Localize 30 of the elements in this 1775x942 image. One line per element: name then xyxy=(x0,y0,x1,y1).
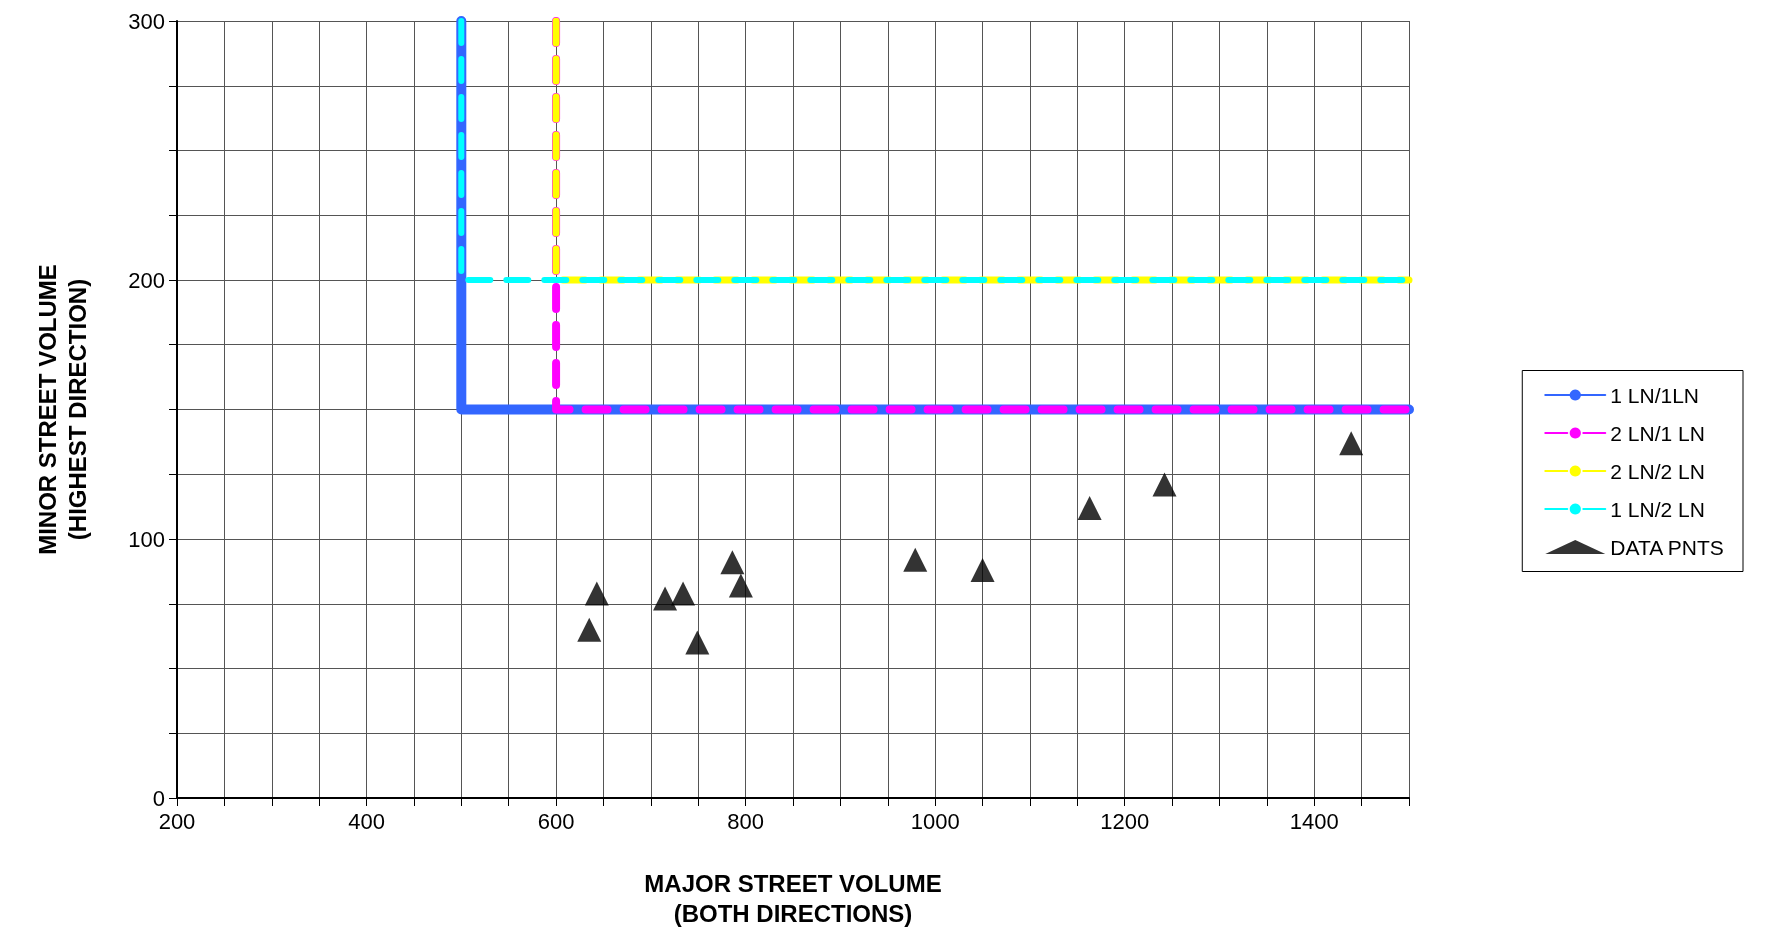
point xyxy=(685,630,710,655)
x-tick-label: 600 xyxy=(537,808,575,834)
point xyxy=(653,586,678,611)
x-tick-label: 800 xyxy=(727,808,764,834)
legend-label: 2 LN/1 LN xyxy=(1610,421,1705,445)
x-tick-label: 1200 xyxy=(1100,808,1150,834)
point xyxy=(903,547,928,572)
point xyxy=(1152,472,1177,497)
y-tick-label: 0 xyxy=(152,785,165,811)
point xyxy=(1077,495,1102,520)
legend-label: 1 LN/1LN xyxy=(1610,383,1699,407)
point xyxy=(671,581,696,606)
point xyxy=(970,558,995,583)
legend-label: 2 LN/2 LN xyxy=(1610,459,1705,483)
point xyxy=(584,581,609,606)
y-tick-label: 100 xyxy=(128,526,165,552)
legend-label: DATA PNTS xyxy=(1610,535,1724,559)
point xyxy=(1339,431,1364,456)
x-tick-label: 400 xyxy=(348,808,385,834)
point xyxy=(577,617,602,642)
y-tick-label: 300 xyxy=(128,8,165,34)
x-tick-label: 1000 xyxy=(910,808,960,834)
x-tick-label: 200 xyxy=(158,808,196,834)
legend-label: 1 LN/2 LN xyxy=(1610,497,1705,521)
y-axis-title: MINOR STREET VOLUME (HIGHEST DIRECTION) xyxy=(33,264,91,555)
point xyxy=(728,573,753,598)
y-tick-label: 200 xyxy=(128,267,165,293)
x-axis-title: MAJOR STREET VOLUME (BOTH DIRECTIONS) xyxy=(644,869,942,927)
point xyxy=(720,550,745,575)
x-tick-label: 1400 xyxy=(1289,808,1339,834)
